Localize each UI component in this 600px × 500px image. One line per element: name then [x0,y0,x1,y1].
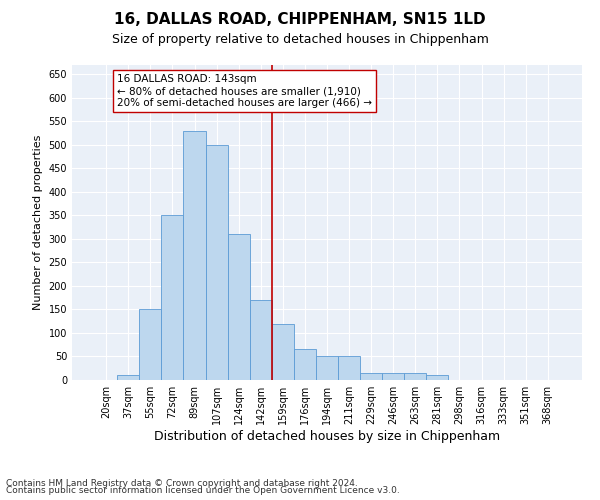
Bar [272,324,294,380]
Bar [184,131,206,380]
Text: Contains public sector information licensed under the Open Government Licence v3: Contains public sector information licen… [6,486,400,495]
Bar [250,300,272,380]
Bar [139,310,161,380]
Bar [360,373,382,380]
X-axis label: Distribution of detached houses by size in Chippenham: Distribution of detached houses by size … [154,430,500,443]
Bar [161,216,184,380]
Bar [316,356,338,380]
Text: 16 DALLAS ROAD: 143sqm
← 80% of detached houses are smaller (1,910)
20% of semi-: 16 DALLAS ROAD: 143sqm ← 80% of detached… [117,74,372,108]
Bar [427,376,448,380]
Text: Contains HM Land Registry data © Crown copyright and database right 2024.: Contains HM Land Registry data © Crown c… [6,478,358,488]
Bar [294,350,316,380]
Bar [338,356,360,380]
Bar [382,373,404,380]
Bar [117,376,139,380]
Bar [206,145,227,380]
Y-axis label: Number of detached properties: Number of detached properties [33,135,43,310]
Text: 16, DALLAS ROAD, CHIPPENHAM, SN15 1LD: 16, DALLAS ROAD, CHIPPENHAM, SN15 1LD [114,12,486,28]
Bar [227,234,250,380]
Text: Size of property relative to detached houses in Chippenham: Size of property relative to detached ho… [112,32,488,46]
Bar [404,373,427,380]
